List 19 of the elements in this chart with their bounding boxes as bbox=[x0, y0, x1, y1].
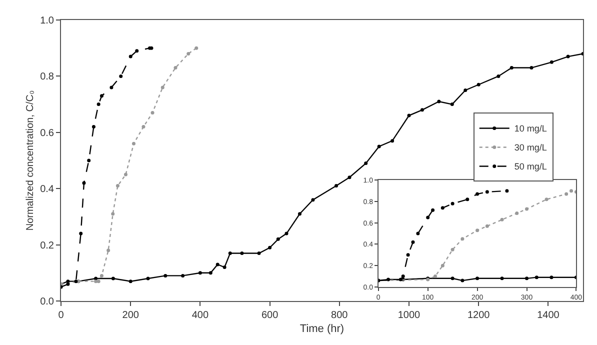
x-axis-title: Time (hr) bbox=[300, 323, 344, 336]
legend-label: 10 mg/L bbox=[514, 124, 547, 134]
y-axis-title: Normalized concentration, C/C₀ bbox=[25, 90, 36, 231]
x-tick-label: 400 bbox=[192, 310, 209, 321]
y-tick-label: 0.8 bbox=[40, 72, 54, 83]
x-tick-label: 1200 bbox=[467, 310, 490, 321]
y-tick-label: 0.0 bbox=[40, 296, 54, 308]
y-tick-label: 0.6 bbox=[40, 128, 54, 139]
legend-label: 30 mg/L bbox=[514, 142, 547, 153]
y-tick-label: 0.4 bbox=[40, 184, 54, 196]
x-tick-label: 0 bbox=[58, 310, 64, 321]
y-tick-label: 1.0 bbox=[40, 16, 54, 26]
x-tick-label: 1000 bbox=[398, 310, 421, 321]
x-tick-label: 200 bbox=[122, 310, 140, 321]
x-tick-label: 800 bbox=[331, 310, 348, 321]
x-tick-label: 1400 bbox=[537, 310, 560, 321]
x-tick-label: 600 bbox=[261, 310, 279, 321]
legend-label: 50 mg/L bbox=[514, 162, 547, 172]
y-tick-label: 0.2 bbox=[40, 240, 54, 252]
